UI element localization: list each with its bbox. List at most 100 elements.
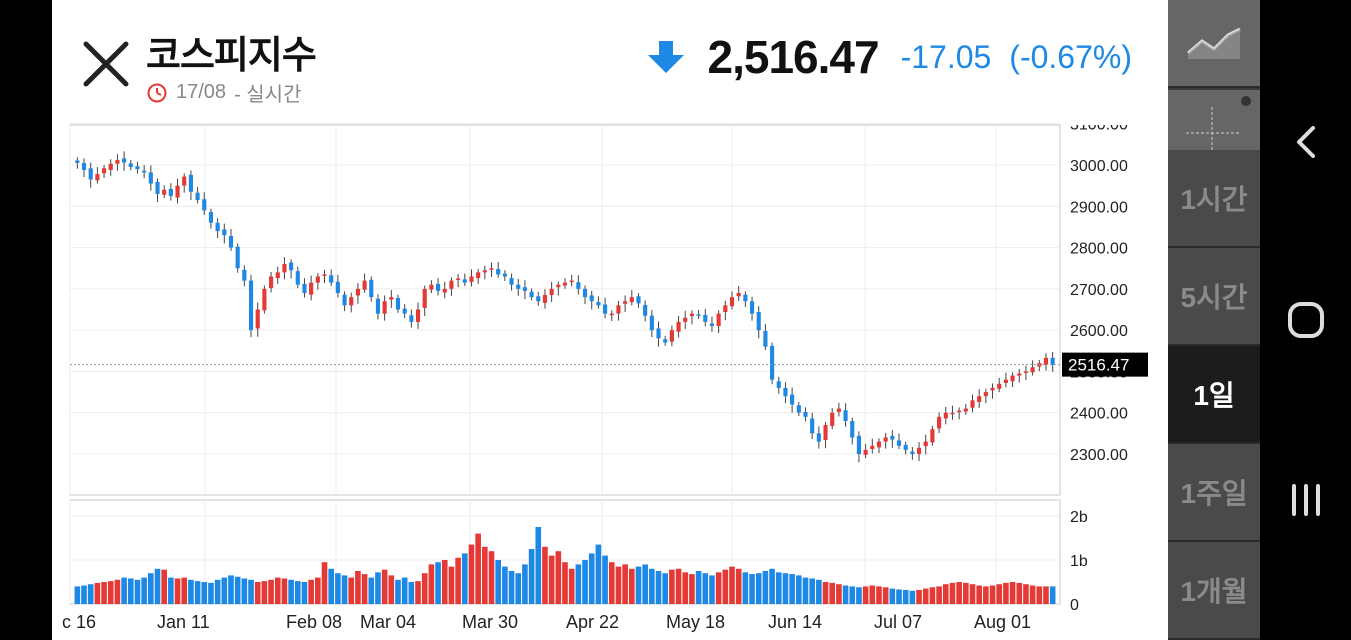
candle-body [115,160,120,164]
candle-body [863,449,868,455]
volume-bar [882,587,889,604]
volume-bar [829,582,836,604]
volume-bar [796,575,802,604]
candle-body [482,270,487,273]
candle-body [302,283,307,293]
volume-bar [775,572,782,604]
volume-bar [201,582,208,604]
candle-body [676,321,681,332]
price-chart[interactable]: 2300.002400.002500.002600.002700.002800.… [52,0,1168,640]
candle-body [916,447,922,454]
volume-tick-label: 0 [1070,597,1079,614]
candle-body [536,296,541,302]
volume-bar [1003,582,1009,604]
candle-body [582,288,588,298]
current-price: 2,516.47 [707,31,880,83]
candle-body [516,284,521,289]
candle-body [476,272,481,279]
candle-body [749,301,755,314]
volume-bar [274,577,281,604]
chart-type-button[interactable] [1168,0,1260,88]
volume-bar [722,569,729,604]
candle-body [876,441,882,448]
volume-bar [348,577,355,604]
price-block: 2,516.47 -17.05 (-0.67%) [646,30,1132,84]
candle-body [696,314,701,316]
candle-body [469,276,474,282]
candle-body [803,411,808,417]
candle-body [335,281,340,293]
volume-bar [328,568,334,604]
back-icon [1296,126,1315,158]
volume-bar [735,568,742,604]
candle-body [589,295,594,302]
volume-bar [134,579,141,604]
candle-body [101,168,107,174]
candle-body [329,275,334,283]
volume-bar [87,584,94,604]
date-text: 17/08 [176,81,227,103]
candle-body [850,420,855,438]
candle-body [636,296,641,304]
volume-bar [862,586,869,604]
volume-bar [194,581,201,604]
recents-icon [1291,484,1320,516]
volume-bar [822,582,829,604]
candle-body [262,288,267,311]
candle-body [362,280,367,290]
candle-body [208,212,214,223]
candle-body [957,410,962,413]
candle-body [168,188,173,196]
volume-bar [148,573,154,604]
candle-body [709,323,715,327]
arrow-down-icon [647,41,684,73]
volume-tick-label: 1b [1070,553,1088,570]
candle-body [870,445,875,450]
timeframe-2[interactable]: 1일 [1168,346,1260,444]
volume-bar [361,574,368,604]
candle-body [255,309,260,329]
candle-body [562,282,568,286]
volume-bar [475,533,481,604]
candle-body [322,274,327,276]
close-button[interactable] [80,38,132,90]
volume-bar [889,588,896,604]
x-tick-label: Jul 07 [874,612,922,632]
volume-bar [495,560,502,604]
candle-body [663,339,668,343]
candle-body [796,405,801,413]
back-button[interactable] [1260,102,1351,182]
volume-bar [635,566,642,604]
candle-body [509,278,514,285]
price-change: -17.05 [900,38,992,75]
timeframe-1[interactable]: 5시간 [1168,248,1260,346]
candle-body [970,400,975,408]
volume-bar [669,569,675,604]
candle-body [776,381,781,388]
timeframe-3[interactable]: 1주일 [1168,444,1260,542]
candle-body [309,282,314,295]
home-button[interactable] [1260,280,1351,360]
volume-bar [568,568,575,604]
volume-bar [1043,586,1049,604]
volume-bar [121,577,127,604]
volume-bar [355,571,361,604]
timeframe-4[interactable]: 1개월 [1168,542,1260,640]
volume-bar [168,577,174,604]
volume-bar [1049,586,1056,604]
timeframe-0[interactable]: 1시간 [1168,150,1260,248]
system-navigation-bar [1260,0,1351,640]
candle-body [763,330,768,347]
candle-body [1003,379,1008,383]
volume-bar [575,564,582,604]
candle-body [195,192,200,201]
volume-bar [675,568,682,604]
stock-detail-card: 코스피지수 17/08 - 실시간 2,516.47 -17.05 (-0.67… [52,0,1168,640]
volume-bar [308,579,314,604]
candle-body [1023,371,1029,373]
volume-bar [421,573,428,604]
recents-button[interactable] [1260,460,1351,540]
last-price-badge [1062,352,1148,377]
candle-body [950,412,955,415]
